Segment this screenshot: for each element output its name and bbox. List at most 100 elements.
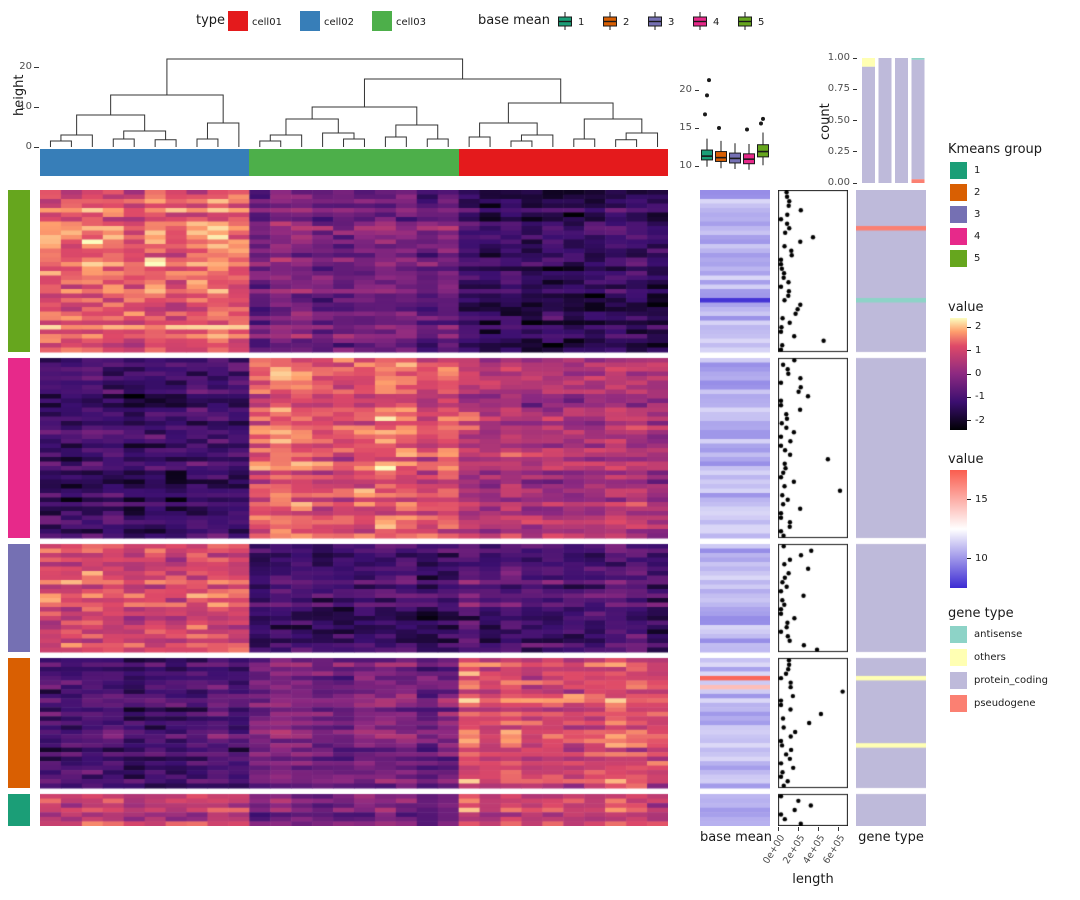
legend-base-mean-label-2: 2 [623,17,630,28]
boxplot-ytick-10: 10 [679,160,692,171]
legend-base-mean-label-1: 1 [578,17,585,28]
length-xtick-mark-0 [777,827,779,831]
boxplot-ytick-mark-10 [695,165,699,167]
value-main-tick-mark-3 [967,396,971,398]
kmeans-legend-swatch-1 [950,162,967,179]
length-xtick-mark-3 [837,827,839,831]
length-axis-label: length [792,872,834,887]
value-colorbar-basemean [950,470,967,588]
gene-type-column [856,190,926,826]
legend-type-swatch-cell01 [228,11,248,31]
expression-heatmap [40,190,668,826]
kmeans-legend-label-2: 2 [974,187,981,198]
dendro-ytick-mark-10 [34,106,39,108]
gene-type-legend-swatch-antisense [950,626,967,643]
value-main-tick-mark-0 [967,326,971,328]
count-ytick-mark-2 [853,120,857,121]
legend-base-mean-label-5: 5 [758,17,765,28]
base-mean-boxplots [701,78,769,170]
kmeans-legend-swatch-3 [950,206,967,223]
legend-base-mean-glyph-4 [693,12,707,30]
base-mean-column-heatmap [700,190,770,826]
count-ytick-0.75: 0.75 [827,83,850,95]
value-main-tick-mark-4 [967,420,971,422]
legend-type-label-cell02: cell02 [324,17,354,28]
legend-type-label-cell01: cell01 [252,17,282,28]
kmeans-legend-label-1: 1 [974,165,981,176]
value-basemean-legend-title: value [948,452,984,467]
length-xtick-mark-1 [797,827,799,831]
value-main-tick-2: 2 [975,321,982,333]
gene-type-count-bars [862,58,925,183]
row-annotation-kmeans-3 [8,544,30,652]
gene-type-legend-label-antisense: antisense [974,629,1023,640]
base-mean-axis-label: base mean [700,830,772,845]
legend-type-label-cell03: cell03 [396,17,426,28]
dendro-ytick-10: 10 [19,101,32,112]
length-xtick-mark-2 [817,827,819,831]
value-main-tick-0: 0 [975,368,982,379]
count-ytick-mark-1 [853,151,857,153]
kmeans-legend-label-3: 3 [974,209,981,220]
dendro-ytick-0: 0 [25,141,32,152]
value-bm-tick-mark-1 [967,558,971,559]
count-ytick-mark-4 [853,57,857,59]
gene-type-legend-swatch-protein_coding [950,672,967,689]
count-ytick-mark-3 [853,88,857,90]
boxplot-ytick-15: 15 [679,122,692,133]
kmeans-legend-swatch-2 [950,184,967,201]
value-main-tick--1: -1 [975,391,985,403]
value-main-tick--2: -2 [975,414,985,426]
row-annotation-kmeans-5 [8,190,30,352]
kmeans-legend-swatch-5 [950,250,967,267]
boxplot-ytick-20: 20 [679,84,692,95]
dendro-ytick-mark-0 [34,146,39,148]
count-ytick-0.00: 0.00 [827,177,850,188]
value-bm-tick-15: 15 [975,493,988,505]
kmeans-legend-swatch-4 [950,228,967,245]
column-dendrogram [49,58,659,147]
dendro-ytick-mark-20 [34,66,39,68]
kmeans-legend-label-5: 5 [974,253,981,264]
value-main-legend-title: value [948,300,984,315]
row-annotation-kmeans-1 [8,794,30,826]
legend-type-swatch-cell02 [300,11,320,31]
boxplot-ytick-mark-15 [695,127,699,129]
value-main-tick-mark-2 [967,373,971,375]
legend-base-mean-glyph-3 [648,12,662,30]
value-main-tick-1: 1 [975,344,982,356]
gene-type-legend-label-pseudogene: pseudogene [974,698,1036,709]
kmeans-legend-label-4: 4 [974,231,981,242]
legend-base-mean-glyph-1 [558,12,572,30]
count-ytick-1.00: 1.00 [827,52,850,63]
boxplot-ytick-mark-20 [695,89,699,91]
count-ytick-mark-0 [853,182,857,184]
count-ytick-0.25: 0.25 [827,145,850,157]
gene-type-legend-label-others: others [974,652,1006,663]
value-bm-tick-10: 10 [975,552,988,564]
row-annotation-kmeans-4 [8,358,30,538]
kmeans-legend-title: Kmeans group [948,142,1043,157]
legend-type-swatch-cell03 [372,11,392,31]
legend-base-mean-label-4: 4 [713,17,720,28]
gene-type-legend-swatch-others [950,649,967,666]
gene-type-legend-label-protein_coding: protein_coding [974,675,1048,686]
column-annotation-cell02 [40,149,250,176]
value-main-tick-mark-1 [967,350,971,352]
value-bm-tick-mark-0 [967,499,971,500]
column-annotation-cell03 [249,149,460,176]
legend-base-mean-label-3: 3 [668,17,675,28]
count-ytick-0.50: 0.50 [827,114,850,126]
legend-base-mean-glyph-2 [603,12,617,30]
legend-type-title: type [196,13,226,28]
gene-type-legend-swatch-pseudogene [950,695,967,712]
row-annotation-kmeans-2 [8,658,30,788]
column-annotation-cell01 [458,149,669,176]
dendro-ytick-20: 20 [19,61,32,72]
length-scatter-panel [778,190,848,826]
value-colorbar-main [950,318,967,430]
legend-base-mean-title: base mean [478,13,550,28]
legend-base-mean-glyph-5 [738,12,752,30]
gene-type-legend-title: gene type [948,606,1014,621]
